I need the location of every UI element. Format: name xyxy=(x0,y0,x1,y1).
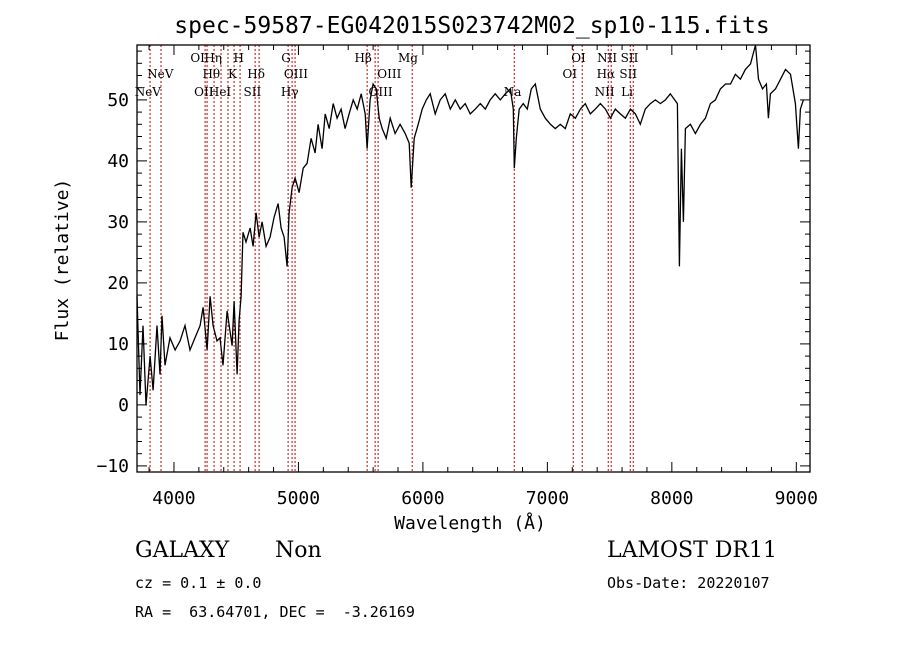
line-label: G xyxy=(281,51,291,65)
line-label: NeV xyxy=(147,67,174,81)
y-tick-label: −10 xyxy=(96,456,129,477)
y-tick-label: 50 xyxy=(107,90,129,111)
line-label: NII xyxy=(595,85,615,99)
line-label: OII xyxy=(194,85,214,99)
y-tick-label: 10 xyxy=(107,334,129,355)
line-label: NII xyxy=(597,51,617,65)
line-label: OI xyxy=(571,51,586,65)
chart-title: spec-59587-EG042015S023742M02_sp10-115.f… xyxy=(174,13,769,39)
x-tick-label: 6000 xyxy=(401,488,444,509)
obs-date: Obs-Date: 20220107 xyxy=(607,574,770,592)
line-label: OIII xyxy=(284,67,308,81)
axes: 4000 5000 6000 7000 8000 9000 −10 0 10 20 30 40 50 xyxy=(96,45,818,509)
spectrum-series xyxy=(136,44,805,405)
x-tick-label: 8000 xyxy=(650,488,693,509)
line-label: SII xyxy=(244,85,262,99)
y-tick-label: 40 xyxy=(107,151,129,172)
line-label: OIII xyxy=(377,67,401,81)
x-axis-label: Wavelength (Å) xyxy=(394,512,546,534)
x-tick-label: 7000 xyxy=(526,488,569,509)
line-label: Hδ xyxy=(247,67,265,81)
x-tick-label: 4000 xyxy=(152,488,195,509)
x-tick-label: 5000 xyxy=(277,488,320,509)
line-label: Mg xyxy=(398,51,418,65)
y-tick-label: 0 xyxy=(118,395,129,416)
survey-name: LAMOST DR11 xyxy=(607,538,777,563)
line-label: OI xyxy=(562,67,577,81)
line-label: H xyxy=(233,51,243,65)
y-axis-label: Flux (relative) xyxy=(52,179,73,342)
line-label: SII xyxy=(621,51,639,65)
line-label: Li xyxy=(621,85,633,99)
spectrum-chart: spec-59587-EG042015S023742M02_sp10-115.f… xyxy=(52,13,818,534)
y-tick-label: 30 xyxy=(107,212,129,233)
redshift: cz = 0.1 ± 0.0 xyxy=(135,574,262,592)
spectrum-line xyxy=(136,44,805,405)
line-label: Hη xyxy=(204,51,222,65)
line-label: K xyxy=(228,67,238,81)
subclass: Non xyxy=(275,538,322,563)
line-label: Hγ xyxy=(281,85,299,99)
line-label: Na xyxy=(504,85,522,99)
line-label: Hα xyxy=(597,67,616,81)
line-label: Hθ xyxy=(202,67,220,81)
line-label: HeI xyxy=(209,85,232,99)
line-label: OIII xyxy=(369,85,393,99)
line-label: NeV xyxy=(135,85,162,99)
line-label: SII xyxy=(619,67,637,81)
line-label: OI xyxy=(190,51,205,65)
y-tick-label: 20 xyxy=(107,273,129,294)
x-tick-label: 9000 xyxy=(775,488,818,509)
object-type: GALAXY xyxy=(135,538,230,563)
line-markers xyxy=(149,45,634,472)
line-label: Hβ xyxy=(354,51,371,65)
coordinates: RA = 63.64701, DEC = -3.26169 xyxy=(135,603,415,621)
